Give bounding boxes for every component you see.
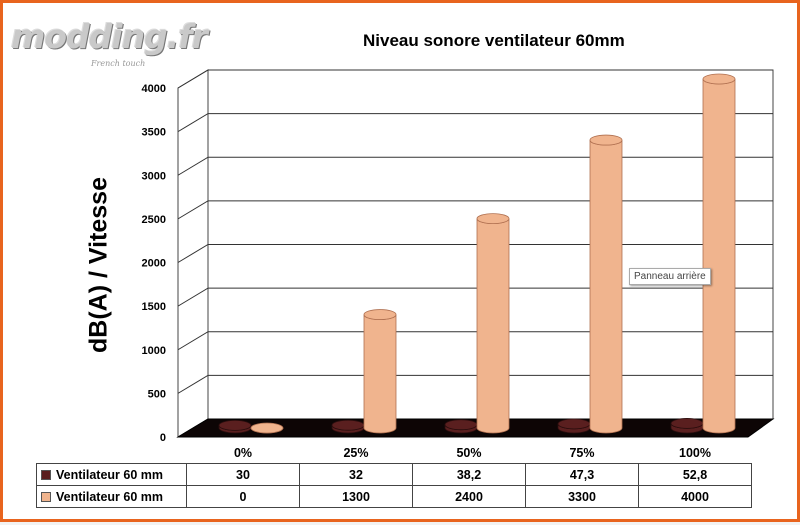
category-label: 25%	[343, 445, 369, 460]
y-tick-label: 3000	[142, 170, 166, 182]
data-cell: 0	[186, 485, 300, 508]
legend-swatch-db	[41, 470, 51, 481]
cylinder-body	[476, 218, 510, 434]
cylinder-top	[444, 419, 478, 431]
logo-tagline: French touch	[91, 59, 146, 68]
category-label: 100%	[679, 445, 711, 460]
bar-speed	[476, 213, 510, 434]
gridline	[177, 113, 773, 133]
cylinder-top	[331, 419, 365, 431]
gridline	[177, 156, 773, 176]
cylinder-top	[363, 309, 397, 320]
cylinder-top	[589, 134, 623, 146]
gridline	[177, 200, 773, 220]
legend-swatch-speed	[41, 492, 51, 503]
data-cell: 52,8	[638, 463, 752, 486]
cylinder-top	[218, 419, 252, 431]
category-label: 75%	[569, 445, 595, 460]
data-table-header-row: 0% 25% 50% 75% 100%	[37, 442, 752, 464]
y-tick-label: 1000	[142, 345, 166, 357]
bar-speed	[702, 73, 736, 434]
cylinder-top	[702, 73, 736, 85]
data-cell: 2400	[412, 485, 526, 508]
data-cell: 32	[299, 463, 413, 486]
category-label: 50%	[456, 445, 482, 460]
legend-entry: Ventilateur 60 mm	[36, 463, 187, 486]
series-name: Ventilateur 60 mm	[56, 467, 163, 482]
bar-db	[670, 417, 704, 434]
cylinder-body	[702, 78, 736, 434]
data-cell: 47,3	[525, 463, 639, 486]
y-tick-label: 2000	[142, 258, 166, 270]
y-tick-label: 4000	[142, 83, 166, 95]
legend-entry: Ventilateur 60 mm	[36, 485, 187, 508]
gridline	[177, 69, 773, 89]
data-table: 0% 25% 50% 75% 100% Ventilateur 60 mm 30…	[36, 442, 752, 508]
data-table-row: Ventilateur 60 mm 0 1300 2400 3300 4000	[36, 485, 752, 508]
gridline	[177, 244, 773, 263]
cylinder-top	[670, 417, 704, 429]
modding-logo: modding.fr	[11, 17, 208, 56]
y-tick-label: 0	[160, 432, 166, 444]
bar-speed	[250, 422, 284, 434]
bar-db	[218, 419, 252, 434]
data-cell: 30	[186, 463, 300, 486]
data-cell: 3300	[525, 485, 639, 508]
cylinder-top	[557, 418, 591, 430]
chart-title: Niveau sonore ventilateur 60mm	[363, 31, 625, 50]
data-cell: 1300	[299, 485, 413, 508]
bar-speed	[589, 134, 623, 434]
y-tick-label: 3500	[142, 127, 166, 139]
bar-db	[557, 418, 591, 434]
gridline	[177, 374, 773, 394]
y-tick-label: 500	[148, 388, 166, 400]
y-tick-label: 2500	[142, 214, 166, 226]
gridline	[177, 287, 773, 307]
bar-speed	[363, 309, 397, 434]
data-cell: 38,2	[412, 463, 526, 486]
chart-plot: 0 500 1000 1500 2000 2500 3000 3500 4000	[142, 69, 775, 444]
data-table-corner	[37, 442, 187, 464]
gridline	[177, 331, 773, 351]
cylinder-top	[250, 422, 284, 434]
category-label: 0%	[233, 445, 253, 460]
cylinder-body	[363, 314, 397, 434]
data-cell: 4000	[638, 485, 752, 508]
data-table-row: Ventilateur 60 mm 30 32 38,2 47,3 52,8	[36, 463, 752, 486]
bar-db	[444, 419, 478, 434]
cylinder-top	[476, 213, 510, 225]
bar-db	[331, 419, 365, 434]
y-tick-label: 1500	[142, 301, 166, 313]
tooltip: Panneau arrière	[629, 268, 711, 285]
series-name: Ventilateur 60 mm	[56, 489, 163, 504]
cylinder-body	[589, 139, 623, 434]
